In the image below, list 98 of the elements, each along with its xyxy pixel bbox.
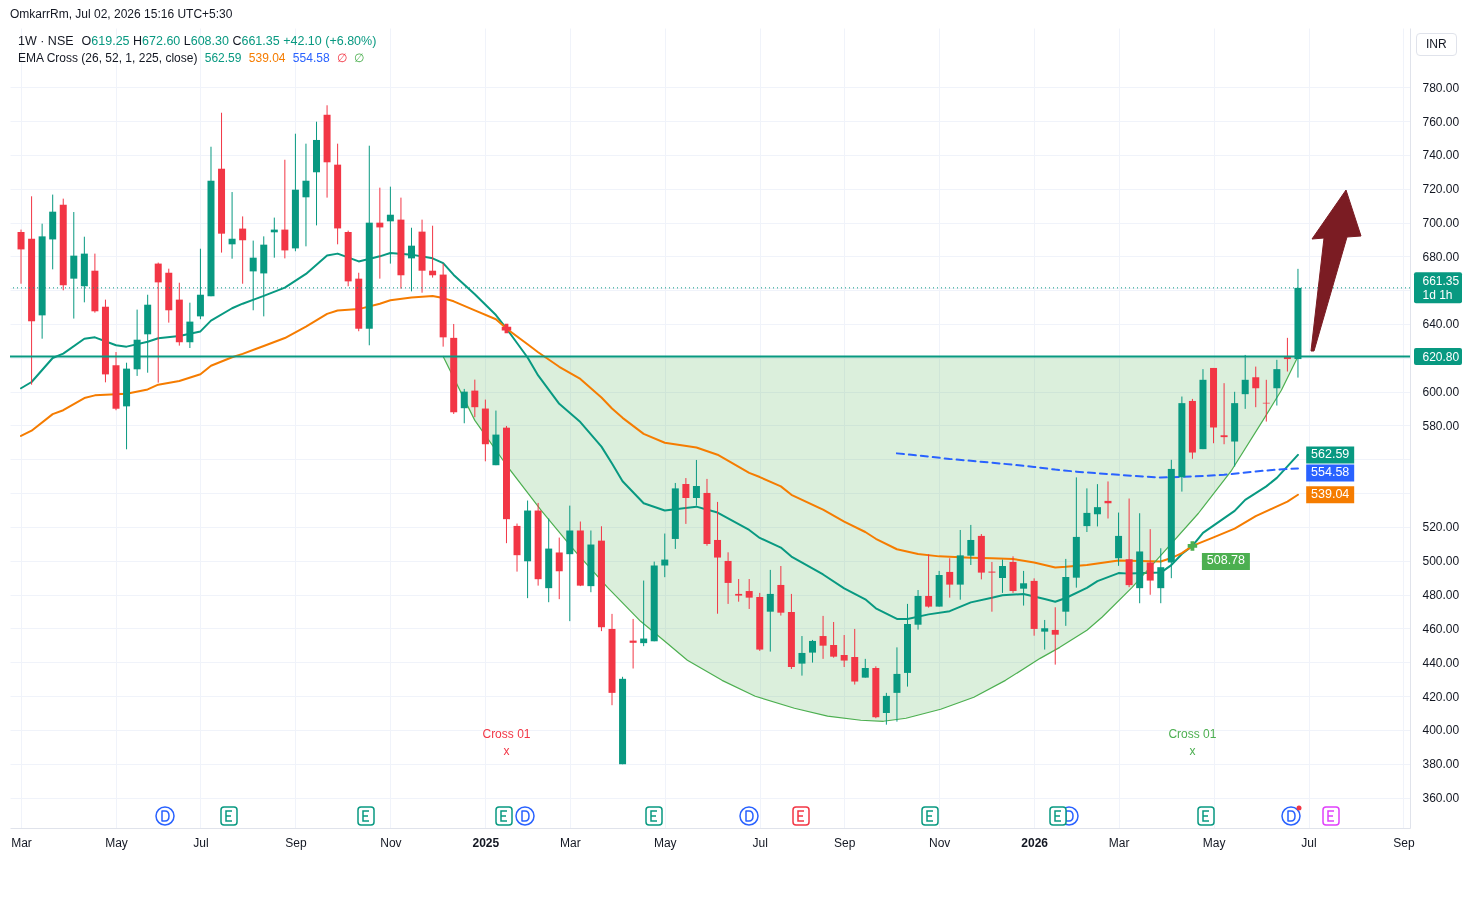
candlestick: [281, 159, 289, 259]
text: ∅: [354, 51, 365, 65]
y-tick-label: 400.00: [1422, 723, 1460, 738]
candlestick: [555, 537, 563, 600]
candlestick: [186, 302, 194, 349]
y-tick-label: 780.00: [1422, 80, 1460, 95]
x-tick-label: Jul: [193, 835, 209, 850]
candlestick: [1083, 487, 1091, 533]
candlestick: [988, 561, 996, 613]
x-tick-label: May: [1202, 835, 1226, 850]
text: 562.59: [204, 51, 242, 65]
candlestick: [798, 635, 806, 677]
y-tick-label: 740.00: [1422, 148, 1460, 163]
annotation: Cross 01 x: [482, 727, 531, 758]
y-tick-label: 460.00: [1422, 621, 1460, 636]
x-tick-label: 2026: [1021, 835, 1049, 850]
y-tick-label: 580.00: [1422, 418, 1460, 433]
x-tick-label: Sep: [1393, 835, 1415, 850]
candlestick: [1041, 619, 1049, 651]
y-tick-label: 380.00: [1422, 757, 1460, 772]
text: 539.04: [248, 51, 286, 65]
y-tick-label: 600.00: [1422, 385, 1460, 400]
y-tick-label: 640.00: [1422, 317, 1460, 332]
candlestick: [840, 634, 848, 668]
x-tick-label: 2025: [472, 835, 500, 850]
text: OmkarrRm, Jul 02, 2026 15:16 UTC+5:30: [10, 7, 233, 22]
candlestick: [1220, 382, 1228, 445]
y-tick-label: 720.00: [1422, 182, 1460, 197]
candlestick: [819, 615, 827, 660]
candlestick: [1020, 570, 1028, 607]
y-tick-label: 520.00: [1422, 520, 1460, 535]
data-label: 508.78: [1206, 553, 1246, 568]
x-tick-label: Sep: [285, 835, 307, 850]
candlestick: [1115, 512, 1123, 567]
y-tick-label: 480.00: [1422, 588, 1460, 603]
candlestick: [1051, 606, 1059, 666]
line-series: [20, 295, 1299, 569]
candlestick: [745, 578, 753, 610]
x-tick-label: Mar: [11, 835, 32, 850]
y-tick-label: 661.35 1d 1h: [1422, 274, 1460, 303]
candlestick: [893, 646, 901, 723]
candlestick: [682, 477, 690, 525]
candlestick: [1093, 483, 1101, 527]
line-series: [895, 452, 1299, 479]
candlestick: [1146, 528, 1154, 596]
annotation: Cross 01 x: [1168, 727, 1217, 758]
text: O619.25 H672.60 L608.30 C661.35 +42.10 (+6.80%): [81, 34, 377, 48]
text: 554.58: [292, 51, 330, 65]
candlestick: [946, 557, 954, 599]
y-tick-label: 420.00: [1422, 689, 1460, 704]
candlestick: [692, 459, 700, 507]
candlestick: [566, 505, 574, 622]
candlestick: [830, 621, 838, 659]
candlestick: [714, 501, 722, 615]
candlestick: [154, 262, 162, 384]
y-tick-label: 700.00: [1422, 216, 1460, 230]
candlestick: [629, 618, 637, 670]
x-tick-label: May: [653, 835, 677, 850]
data-label: 554.58: [1311, 464, 1350, 479]
data-label: 562.59: [1311, 446, 1350, 461]
x-tick-label: Sep: [834, 835, 856, 850]
candlestick: [809, 639, 817, 664]
y-tick-label: 680.00: [1422, 249, 1460, 264]
data-label: 539.04: [1311, 486, 1350, 501]
x-tick-label: Mar: [1108, 835, 1130, 850]
candlestick: [925, 553, 933, 609]
candlestick: [460, 388, 468, 424]
candlestick: [239, 215, 247, 285]
candlestick: [967, 524, 975, 566]
legend-title: EMA Cross (26, 52, 1, 225, close): [18, 51, 198, 65]
candlestick: [228, 191, 236, 260]
candlestick: [861, 658, 869, 679]
x-tick-label: May: [105, 835, 128, 850]
x-tick-label: Jul: [752, 835, 768, 850]
candlestick: [17, 229, 25, 285]
candlestick: [766, 569, 774, 653]
candlestick: [1273, 359, 1281, 407]
y-tick-label: 440.00: [1422, 655, 1460, 670]
text: ∅: [336, 51, 347, 65]
y-axis-title: INR: [1416, 33, 1457, 56]
candlestick: [471, 379, 479, 418]
y-tick-label: 500.00: [1422, 554, 1460, 569]
candlestick: [724, 551, 732, 605]
candlestick: [661, 533, 669, 578]
y-tick-label: 620.80: [1422, 349, 1460, 364]
candlestick: [302, 143, 310, 247]
candlestick: [1252, 366, 1260, 408]
candlestick: [882, 692, 890, 726]
candlestick: [735, 578, 743, 603]
text: 1W · NSE: [18, 34, 74, 48]
x-tick-label: Jul: [1301, 835, 1317, 850]
y-tick-label: 760.00: [1422, 114, 1460, 129]
candlestick: [1157, 547, 1165, 604]
x-tick-label: Nov: [928, 835, 951, 850]
x-tick-label: Nov: [380, 835, 402, 850]
x-tick-label: Mar: [559, 835, 581, 850]
y-tick-label: 360.00: [1422, 791, 1460, 806]
candlestick: [998, 559, 1006, 594]
